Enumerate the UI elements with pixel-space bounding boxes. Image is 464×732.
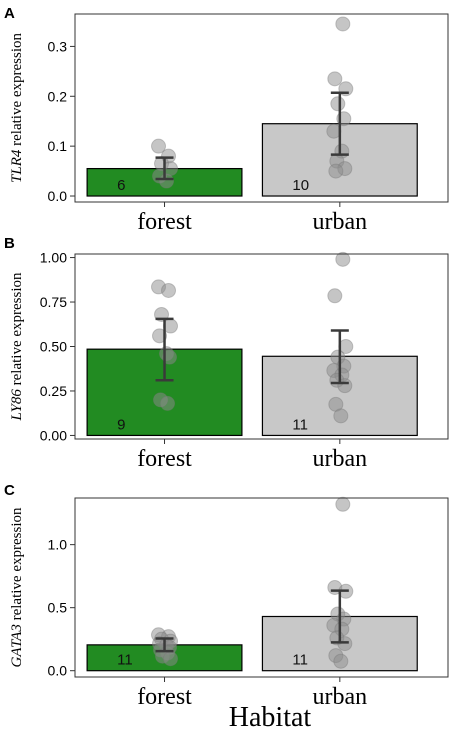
y-tick-label: 1.0 [48,537,68,553]
y-tick-label: 0.25 [40,383,67,399]
chart-panel-a: A TLR4 relative expression 0.0 0.1 0.2 0.3 6 fo… [4,5,449,235]
x-tick-label: urban [313,446,368,472]
data-point [161,282,177,298]
chart-panel-b: B LY86 relative expression 0.00 0.25 0.50 0.7… [4,235,449,472]
x-tick-label: forest [137,684,192,710]
panel-frame [74,253,449,440]
y-axis-label: TLR4 relative expression [9,33,25,183]
x-tick-label: forest [137,446,192,472]
panel-letter: B [4,235,15,252]
data-point [162,349,178,365]
x-tick-label: urban [313,684,368,710]
y-tick-label: 0.50 [40,339,67,355]
data-point [335,496,351,512]
data-point [327,288,343,304]
sample-size-label: 11 [292,652,308,669]
y-tick-label: 0.0 [48,663,68,679]
gene-name: LY86 [9,389,25,422]
data-point [328,163,344,179]
y-tick-label: 0.3 [48,38,68,54]
data-point [337,636,353,652]
data-point [152,328,168,344]
data-point [163,651,179,667]
data-point [160,395,176,411]
panel-frame [74,497,449,678]
gene-name: TLR4 [9,149,25,183]
y-tick-label: 0.75 [40,294,67,310]
y-axis-label: LY86 relative expression [9,272,25,422]
x-tick-label: forest [137,209,192,235]
data-point [330,96,346,112]
gene-name: GATA3 [9,624,25,667]
sample-size-label: 6 [117,177,125,194]
data-point [333,408,349,424]
x-axis-title: Habitat [229,702,312,732]
y-axis-label-suffix: relative expression [9,272,25,389]
y-axis-label-suffix: relative expression [9,33,25,150]
data-point [327,71,343,87]
data-point [333,653,349,669]
data-point [159,173,175,189]
panel-frame [74,13,449,203]
panel-letter: A [4,5,15,22]
y-tick-label: 1.00 [40,250,67,266]
sample-size-label: 10 [292,177,309,194]
sample-size-label: 9 [117,416,125,433]
y-tick-label: 0.5 [48,600,68,616]
data-point [151,138,167,154]
y-tick-label: 0.00 [40,427,67,443]
data-point [335,251,351,267]
y-axis-label-suffix: relative expression [9,507,25,624]
data-point [335,16,351,32]
y-tick-label: 0.1 [48,138,68,154]
x-tick-label: urban [313,209,368,235]
sample-size-label: 11 [117,652,133,669]
y-tick-label: 0.0 [48,188,68,204]
y-axis-label: GATA3 relative expression [9,507,25,667]
panel-letter: C [4,482,15,499]
sample-size-label: 11 [292,416,308,433]
y-tick-label: 0.2 [48,88,68,104]
